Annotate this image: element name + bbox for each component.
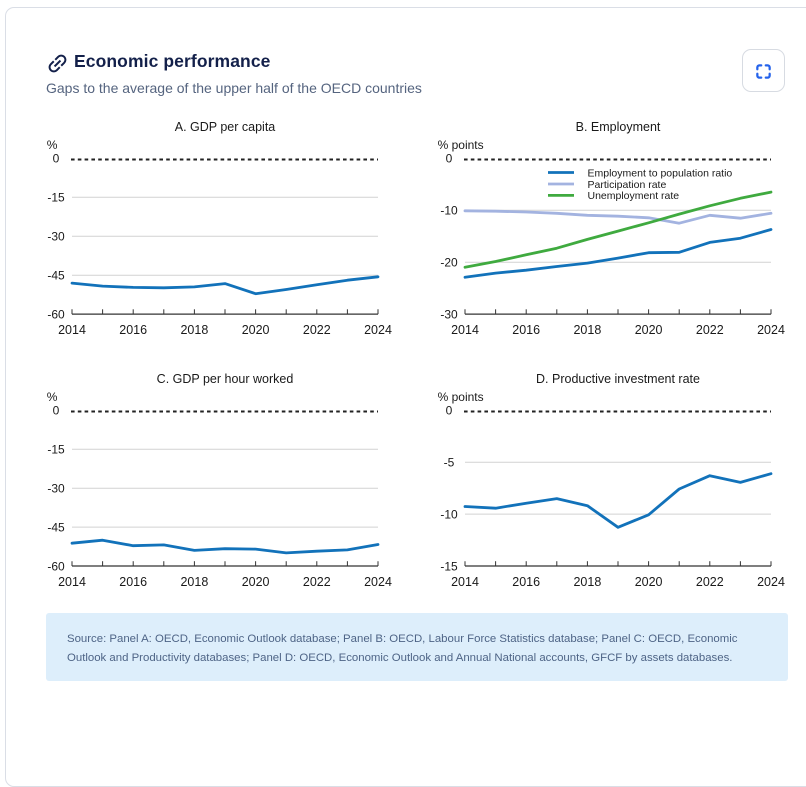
svg-text:2022: 2022 [303, 575, 331, 589]
svg-text:2018: 2018 [180, 575, 208, 589]
svg-text:2022: 2022 [696, 323, 724, 337]
svg-text:0: 0 [53, 404, 60, 418]
svg-text:0: 0 [446, 152, 453, 166]
svg-text:-30: -30 [47, 230, 65, 244]
svg-text:-60: -60 [47, 307, 65, 321]
svg-text:-10: -10 [440, 507, 458, 521]
svg-text:0: 0 [446, 404, 453, 418]
svg-text:0: 0 [53, 152, 60, 166]
svg-text:% points: % points [438, 390, 484, 404]
svg-text:2020: 2020 [242, 323, 270, 337]
svg-text:-10: -10 [440, 204, 458, 218]
svg-text:2024: 2024 [757, 323, 785, 337]
svg-text:2014: 2014 [58, 575, 86, 589]
svg-text:-45: -45 [47, 269, 65, 283]
svg-text:Unemployment rate: Unemployment rate [588, 190, 680, 202]
svg-text:% points: % points [438, 138, 484, 152]
svg-text:2020: 2020 [242, 575, 270, 589]
svg-text:2016: 2016 [512, 323, 540, 337]
svg-text:2022: 2022 [696, 575, 724, 589]
svg-text:2024: 2024 [364, 323, 392, 337]
svg-text:2020: 2020 [635, 323, 663, 337]
svg-text:2014: 2014 [58, 323, 86, 337]
svg-text:-20: -20 [440, 256, 458, 270]
svg-text:%: % [47, 390, 58, 404]
svg-text:2014: 2014 [451, 323, 479, 337]
svg-text:2022: 2022 [303, 323, 331, 337]
svg-text:2018: 2018 [573, 575, 601, 589]
svg-text:Employment to population ratio: Employment to population ratio [588, 167, 733, 179]
svg-text:C. GDP per hour worked: C. GDP per hour worked [157, 372, 294, 386]
svg-text:2018: 2018 [180, 323, 208, 337]
svg-text:-60: -60 [47, 559, 65, 573]
svg-text:-30: -30 [440, 307, 458, 321]
svg-text:2024: 2024 [364, 575, 392, 589]
svg-text:2024: 2024 [757, 575, 785, 589]
svg-text:2016: 2016 [119, 575, 147, 589]
svg-text:-15: -15 [47, 443, 65, 457]
svg-text:2020: 2020 [635, 575, 663, 589]
svg-text:A. GDP per capita: A. GDP per capita [175, 120, 276, 134]
svg-text:Participation rate: Participation rate [588, 179, 667, 191]
svg-text:D. Productive investment rate: D. Productive investment rate [536, 372, 700, 386]
svg-text:2016: 2016 [119, 323, 147, 337]
svg-text:-45: -45 [47, 520, 65, 534]
svg-text:B. Employment: B. Employment [576, 120, 661, 134]
svg-text:2014: 2014 [451, 575, 479, 589]
svg-text:-15: -15 [47, 191, 65, 205]
svg-text:2016: 2016 [512, 575, 540, 589]
svg-text:%: % [47, 138, 58, 152]
svg-text:2018: 2018 [573, 323, 601, 337]
svg-text:-5: -5 [444, 456, 455, 470]
svg-text:-30: -30 [47, 482, 65, 496]
svg-text:-15: -15 [440, 559, 458, 573]
